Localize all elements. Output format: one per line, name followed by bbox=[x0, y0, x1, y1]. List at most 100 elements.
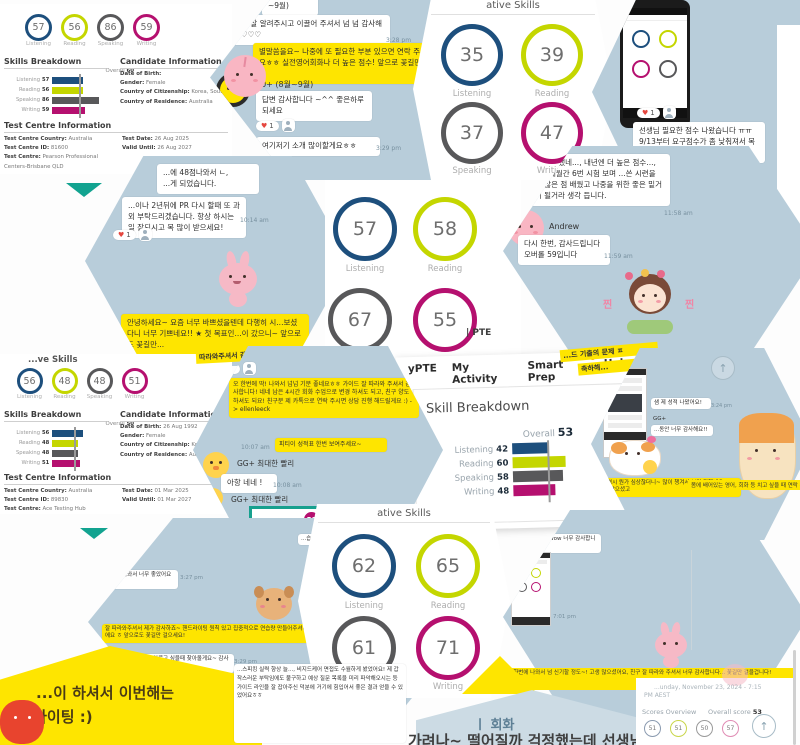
mini-ring bbox=[531, 582, 541, 592]
listening-value: 57 bbox=[352, 218, 378, 240]
chat-bubble-sent: 오 한번에 딱! 나와서 넘넘 기분 좋네요ㅎㅎ 가이드 잘 따라와 주셔서 감… bbox=[229, 378, 419, 418]
speaking-value: 37 bbox=[459, 122, 485, 144]
timestamp: 3:29 pm bbox=[234, 659, 257, 665]
heart-icon: ♥ bbox=[118, 230, 125, 239]
writing-ring: 71 bbox=[416, 616, 480, 680]
reading-ring: 56 bbox=[61, 14, 88, 41]
value: Australia bbox=[68, 136, 93, 142]
person-icon-button[interactable] bbox=[281, 119, 295, 132]
listening-value: 35 bbox=[459, 44, 485, 66]
speaking-value: 48 bbox=[93, 375, 106, 387]
share-icon[interactable]: ↑ bbox=[752, 714, 776, 738]
heart-reaction-button[interactable]: ♥1 bbox=[98, 549, 121, 560]
reading-value: 56 bbox=[68, 22, 81, 33]
bar-label: Speaking bbox=[454, 472, 495, 484]
heart-icon: ♥ bbox=[261, 121, 268, 130]
kv-row: Test Centre Country: Australia bbox=[4, 135, 116, 144]
chat-bubble: ...스피킹 실력 향상 늘..., 비지드케어 면접도 수월하게 봤었어요! … bbox=[234, 664, 406, 743]
chat-bubble: ...번에 나와서 너무 좋았어요 ㅋㅋㅋ bbox=[102, 570, 178, 589]
mini-ring bbox=[531, 568, 541, 578]
sender-name: GG+ bbox=[653, 416, 667, 422]
bar-label: Reading bbox=[18, 87, 40, 93]
bar-value: 48 bbox=[497, 485, 510, 497]
reaction-count: 1 bbox=[269, 121, 274, 130]
skills-bars: Listening 57 Reading 56 Speaking 86 Writing… bbox=[4, 74, 134, 118]
mini-score-circle: 51 bbox=[644, 720, 661, 737]
overall-line: Overall 53 bbox=[523, 426, 574, 440]
score-value: 50 bbox=[700, 725, 709, 732]
listening-score: 57 Listening bbox=[22, 14, 55, 47]
share-icon[interactable]: ↑ bbox=[711, 356, 735, 380]
heart-reaction-button[interactable]: ♥1 bbox=[113, 229, 136, 240]
kv-row: Country of Citizenship: Korea, South bbox=[120, 88, 230, 97]
reaction-count: 1 bbox=[650, 108, 655, 117]
bar-label: Listening bbox=[16, 77, 40, 83]
chat-bubble: ...선 잘 알려주시고 이끌어 주셔서 넘 넘 감사해요♡♡♡ bbox=[228, 15, 390, 45]
chat-bubble: ...에 통과했네..., 내년엔 더 높은 점수..., 이번 3개월간 6번… bbox=[522, 154, 670, 206]
key: Date of Birth: bbox=[120, 71, 162, 77]
reading-value: 65 bbox=[435, 555, 461, 577]
listening-label: Listening bbox=[345, 264, 385, 274]
kv-row: Test Date: 01 Mar 2025 bbox=[122, 487, 228, 496]
value: 01 Mar 2027 bbox=[157, 497, 192, 504]
speaking-label: Speaking bbox=[97, 41, 124, 47]
mini-writing-ring bbox=[659, 60, 677, 78]
writing-label: Writing bbox=[124, 394, 145, 400]
kv-row: Gender: Female bbox=[120, 432, 230, 441]
date-text: PM AEST bbox=[644, 692, 671, 699]
speaking-bar bbox=[52, 96, 100, 104]
candidate-info-title: Candidate Information bbox=[120, 410, 228, 422]
chat-tile-mid-left: ...에 48점나와서 ㄴ, ...게 되었습니다. ...이나 2년뒤에 PR… bbox=[85, 156, 350, 366]
key: Gender: bbox=[120, 80, 145, 87]
person-icon-button[interactable] bbox=[242, 362, 256, 375]
person-icon-button[interactable] bbox=[123, 548, 137, 561]
scrollbar[interactable] bbox=[793, 650, 796, 745]
bar-value: 48 bbox=[42, 450, 50, 456]
bar-value: 42 bbox=[496, 443, 509, 455]
nav-my-activity[interactable]: My Activity bbox=[451, 361, 498, 386]
sender-name: GG+ 최대한 빨리 bbox=[231, 495, 289, 504]
nav-mypte[interactable]: yPTE bbox=[407, 362, 437, 376]
dark-block bbox=[608, 394, 642, 412]
overall-label: Overall bbox=[105, 421, 125, 427]
reading-bar bbox=[52, 86, 84, 94]
orange-hamster-sticker bbox=[733, 405, 800, 505]
row bbox=[608, 378, 642, 383]
key: Date of Birth: bbox=[120, 424, 162, 430]
test-centre-info-right: Test Date: 26 Aug 2025 Valid Until: 26 A… bbox=[122, 135, 228, 153]
person-icon-button[interactable] bbox=[662, 106, 676, 119]
key: Valid Until: bbox=[122, 145, 156, 152]
sticker-text: 찐 bbox=[685, 300, 695, 311]
heart-reaction-button[interactable]: ♥1 bbox=[256, 120, 279, 131]
reading-score: 48 Reading bbox=[49, 368, 80, 400]
chat-bubble-fragment: ...에 48점나와서 ㄴ, ...게 되었습니다. bbox=[157, 164, 259, 194]
speaking-value: 67 bbox=[347, 309, 373, 331]
bar-label: Reading bbox=[18, 440, 40, 446]
bar-label: Listening bbox=[16, 430, 40, 436]
mini-score-circle: 50 bbox=[696, 720, 713, 737]
mini-reading-ring bbox=[659, 30, 677, 48]
chat-bubble-sent: 피티이 성적표 한번 보여주세요~ bbox=[275, 438, 387, 453]
reading-value: 48 bbox=[58, 375, 71, 387]
value: Australia bbox=[68, 488, 93, 494]
key: Test Centre ID: bbox=[4, 145, 50, 152]
chat-bubble-fragment: ~9월) bbox=[262, 0, 318, 16]
speaking-score: 86 Speaking bbox=[94, 14, 127, 47]
scores-overview-label: Scores Overview bbox=[642, 708, 697, 716]
writing-value: 59 bbox=[140, 22, 153, 33]
overall-line: Overall 50 bbox=[50, 421, 135, 427]
bar-value: 48 bbox=[42, 440, 50, 446]
bar-value: 56 bbox=[42, 87, 50, 93]
bar-value: 56 bbox=[42, 430, 50, 436]
sticker-text: 찐 bbox=[603, 300, 613, 311]
teal-triangle bbox=[80, 528, 108, 539]
apeach-sticker bbox=[224, 55, 266, 97]
reading-label: Reading bbox=[63, 41, 86, 47]
value: 26 Aug 1992 bbox=[163, 424, 198, 430]
heart-reaction-button[interactable]: ♥1 bbox=[637, 107, 660, 118]
person-icon-button[interactable] bbox=[138, 228, 152, 241]
chick-avatar[interactable] bbox=[203, 452, 231, 480]
speaking-label: Speaking bbox=[86, 394, 113, 400]
chat-bubble-sent: 잘 따라와주셔서 제가 감사하죠~ 핸드라이팅 원칙 있고 집중적으로 연습량 … bbox=[102, 624, 348, 643]
row bbox=[608, 415, 642, 420]
